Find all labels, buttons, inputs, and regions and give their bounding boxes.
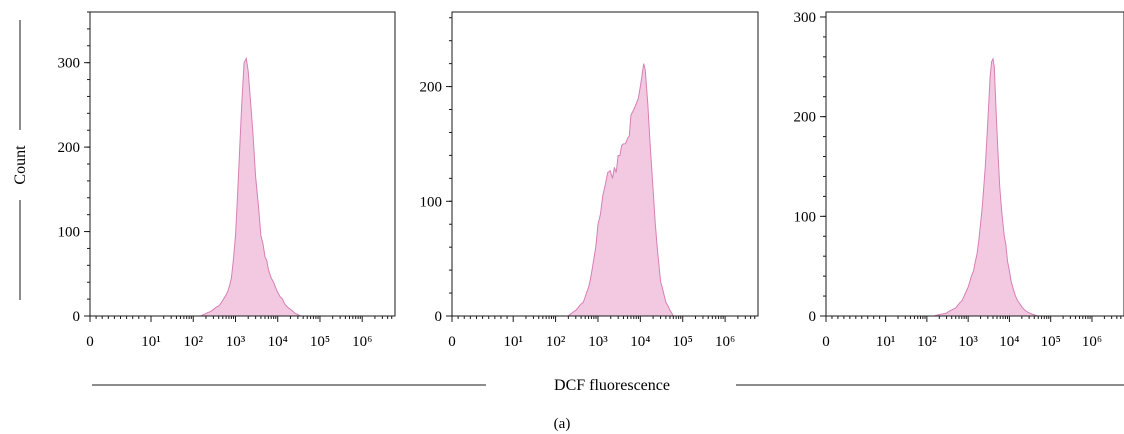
- x-tick-label: 10⁶: [715, 334, 735, 350]
- y-tick-label: 300: [794, 10, 817, 26]
- plot-frame: [451, 11, 759, 317]
- x-tick-label: 10¹: [876, 334, 896, 350]
- histogram-panel-1: 0 100 200 300 0 10¹ 10² 10³ 10⁴ 10⁵ 10⁶: [58, 11, 396, 350]
- histogram-panel-3: 0 100 200 300 0 10¹ 10² 10³ 10⁴ 10⁵ 10⁶: [794, 10, 1124, 350]
- y-tick-label: 100: [420, 194, 443, 210]
- y-axis: 0 100 200 300: [794, 10, 826, 325]
- histogram-area: [933, 57, 1039, 317]
- x-tick-label: 10²: [183, 334, 203, 350]
- x-axis-label-group: DCF fluorescence: [92, 377, 1124, 394]
- x-tick-label: 10²: [917, 334, 937, 350]
- x-tick-label: 10⁵: [310, 334, 330, 350]
- figure-caption: (a): [554, 416, 571, 432]
- y-tick-label: 0: [809, 309, 817, 325]
- plot-frame: [825, 11, 1124, 317]
- y-tick-label: 300: [58, 56, 81, 72]
- x-axis: 0 10¹ 10² 10³ 10⁴ 10⁵ 10⁶: [448, 316, 756, 350]
- x-tick-label: 10⁴: [630, 334, 650, 350]
- x-tick-label: 10⁵: [673, 334, 693, 350]
- y-tick-label: 200: [58, 140, 81, 156]
- y-tick-label: 0: [435, 309, 443, 325]
- x-tick-label: 10³: [588, 334, 608, 350]
- y-axis-label-group: Count: [12, 20, 29, 300]
- histogram-area: [566, 63, 674, 317]
- x-tick-label: 10⁵: [1041, 334, 1061, 350]
- x-axis-label: DCF fluorescence: [554, 377, 670, 394]
- y-axis: 0 100 200 300: [58, 11, 90, 325]
- x-axis: 0 10¹ 10² 10³ 10⁴ 10⁵ 10⁶: [86, 316, 393, 350]
- y-tick-label: 200: [420, 80, 443, 96]
- x-tick-label: 10¹: [503, 334, 523, 350]
- y-tick-label: 0: [73, 309, 81, 325]
- x-tick-label: 10¹: [141, 334, 161, 350]
- x-tick-label: 0: [822, 334, 830, 350]
- x-tick-label: 10⁴: [268, 334, 288, 350]
- x-tick-label: 10²: [546, 334, 566, 350]
- x-tick-label: 10⁴: [999, 334, 1019, 350]
- y-tick-label: 100: [58, 225, 81, 241]
- y-tick-label: 100: [794, 209, 817, 225]
- x-tick-label: 10⁶: [352, 334, 372, 350]
- x-tick-label: 10³: [226, 334, 246, 350]
- panels-group: 0 100 200 300 0 10¹ 10² 10³ 10⁴ 10⁵ 10⁶ 0 100 200 0 10¹…: [58, 10, 1124, 350]
- x-axis: 0 10¹ 10² 10³ 10⁴ 10⁵ 10⁶: [822, 316, 1122, 350]
- y-axis: 0 100 200: [420, 17, 452, 325]
- x-tick-label: 10⁶: [1082, 334, 1102, 350]
- histogram-area: [200, 56, 301, 317]
- x-tick-label: 10³: [958, 334, 978, 350]
- y-axis-label: Count: [12, 145, 29, 185]
- x-tick-label: 0: [448, 334, 456, 350]
- x-tick-label: 0: [86, 334, 94, 350]
- histogram-panel-2: 0 100 200 0 10¹ 10² 10³ 10⁴ 10⁵ 10⁶: [420, 11, 759, 350]
- y-tick-label: 200: [794, 110, 817, 126]
